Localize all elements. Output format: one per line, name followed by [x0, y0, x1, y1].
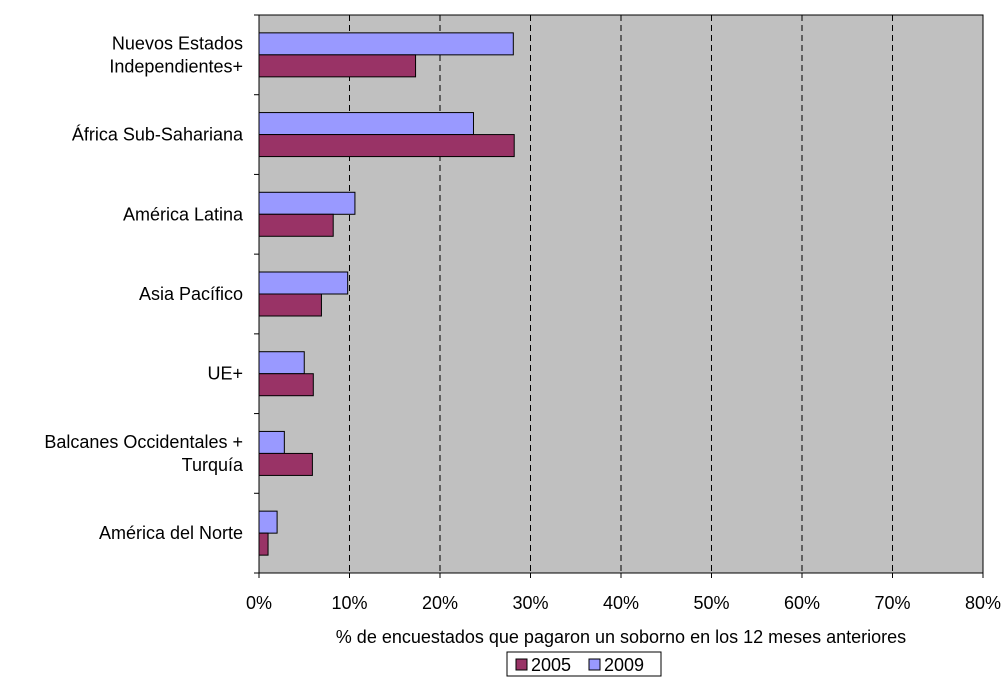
bar-2005-5: [258, 452, 313, 476]
x-tick-label: 20%: [422, 593, 458, 613]
x-tick-label: 40%: [603, 593, 639, 613]
gridlines: [349, 15, 893, 573]
x-tick-label: 30%: [512, 593, 548, 613]
bar-2005-6: [258, 532, 269, 556]
x-tick-label: 60%: [784, 593, 820, 613]
category-label: Asia Pacífico: [139, 284, 243, 304]
bar-2009-4: [258, 351, 305, 375]
bar-2009-6: [258, 510, 278, 534]
bar-2005-3: [258, 293, 322, 317]
legend-label-2009: 2009: [604, 655, 644, 675]
x-tick-label: 80%: [965, 593, 1001, 613]
bar-2009-5: [258, 430, 285, 454]
category-label: Balcanes Occidentales + Turquía: [44, 432, 244, 475]
category-label: América del Norte: [99, 523, 243, 543]
category-labels: Nuevos Estados Independientes+ África Sub-…: [44, 33, 244, 543]
category-label: África Sub-Sahariana: [72, 125, 244, 145]
bar-2009-0: [258, 32, 514, 56]
bar-2009-3: [258, 271, 349, 295]
x-tick-labels: 0% 10% 20% 30% 40% 50% 60% 70% 80%: [246, 593, 1001, 613]
bar-2005-1: [258, 134, 515, 158]
bar-2005-2: [258, 213, 334, 237]
legend-swatch-2009: [588, 658, 601, 671]
category-label: América Latina: [123, 204, 244, 224]
bar-2009-1: [258, 112, 474, 136]
bar-2005-0: [258, 54, 417, 78]
legend-box: [506, 651, 662, 677]
bar-2005-4: [258, 373, 314, 397]
legend-swatch-2005: [515, 658, 528, 671]
category-label: Nuevos Estados Independientes+: [109, 33, 243, 76]
x-tick-label: 50%: [693, 593, 729, 613]
x-tick-label: 0%: [246, 593, 272, 613]
bar-2009-2: [258, 191, 356, 215]
legend-label-2005: 2005: [531, 655, 571, 675]
x-tick-label: 70%: [874, 593, 910, 613]
legend: 2005 2009: [506, 651, 662, 677]
category-label: UE+: [207, 364, 243, 384]
axes: [254, 14, 984, 578]
x-tick-label: 10%: [331, 593, 367, 613]
x-axis-title: % de encuestados que pagaron un soborno …: [336, 627, 906, 647]
